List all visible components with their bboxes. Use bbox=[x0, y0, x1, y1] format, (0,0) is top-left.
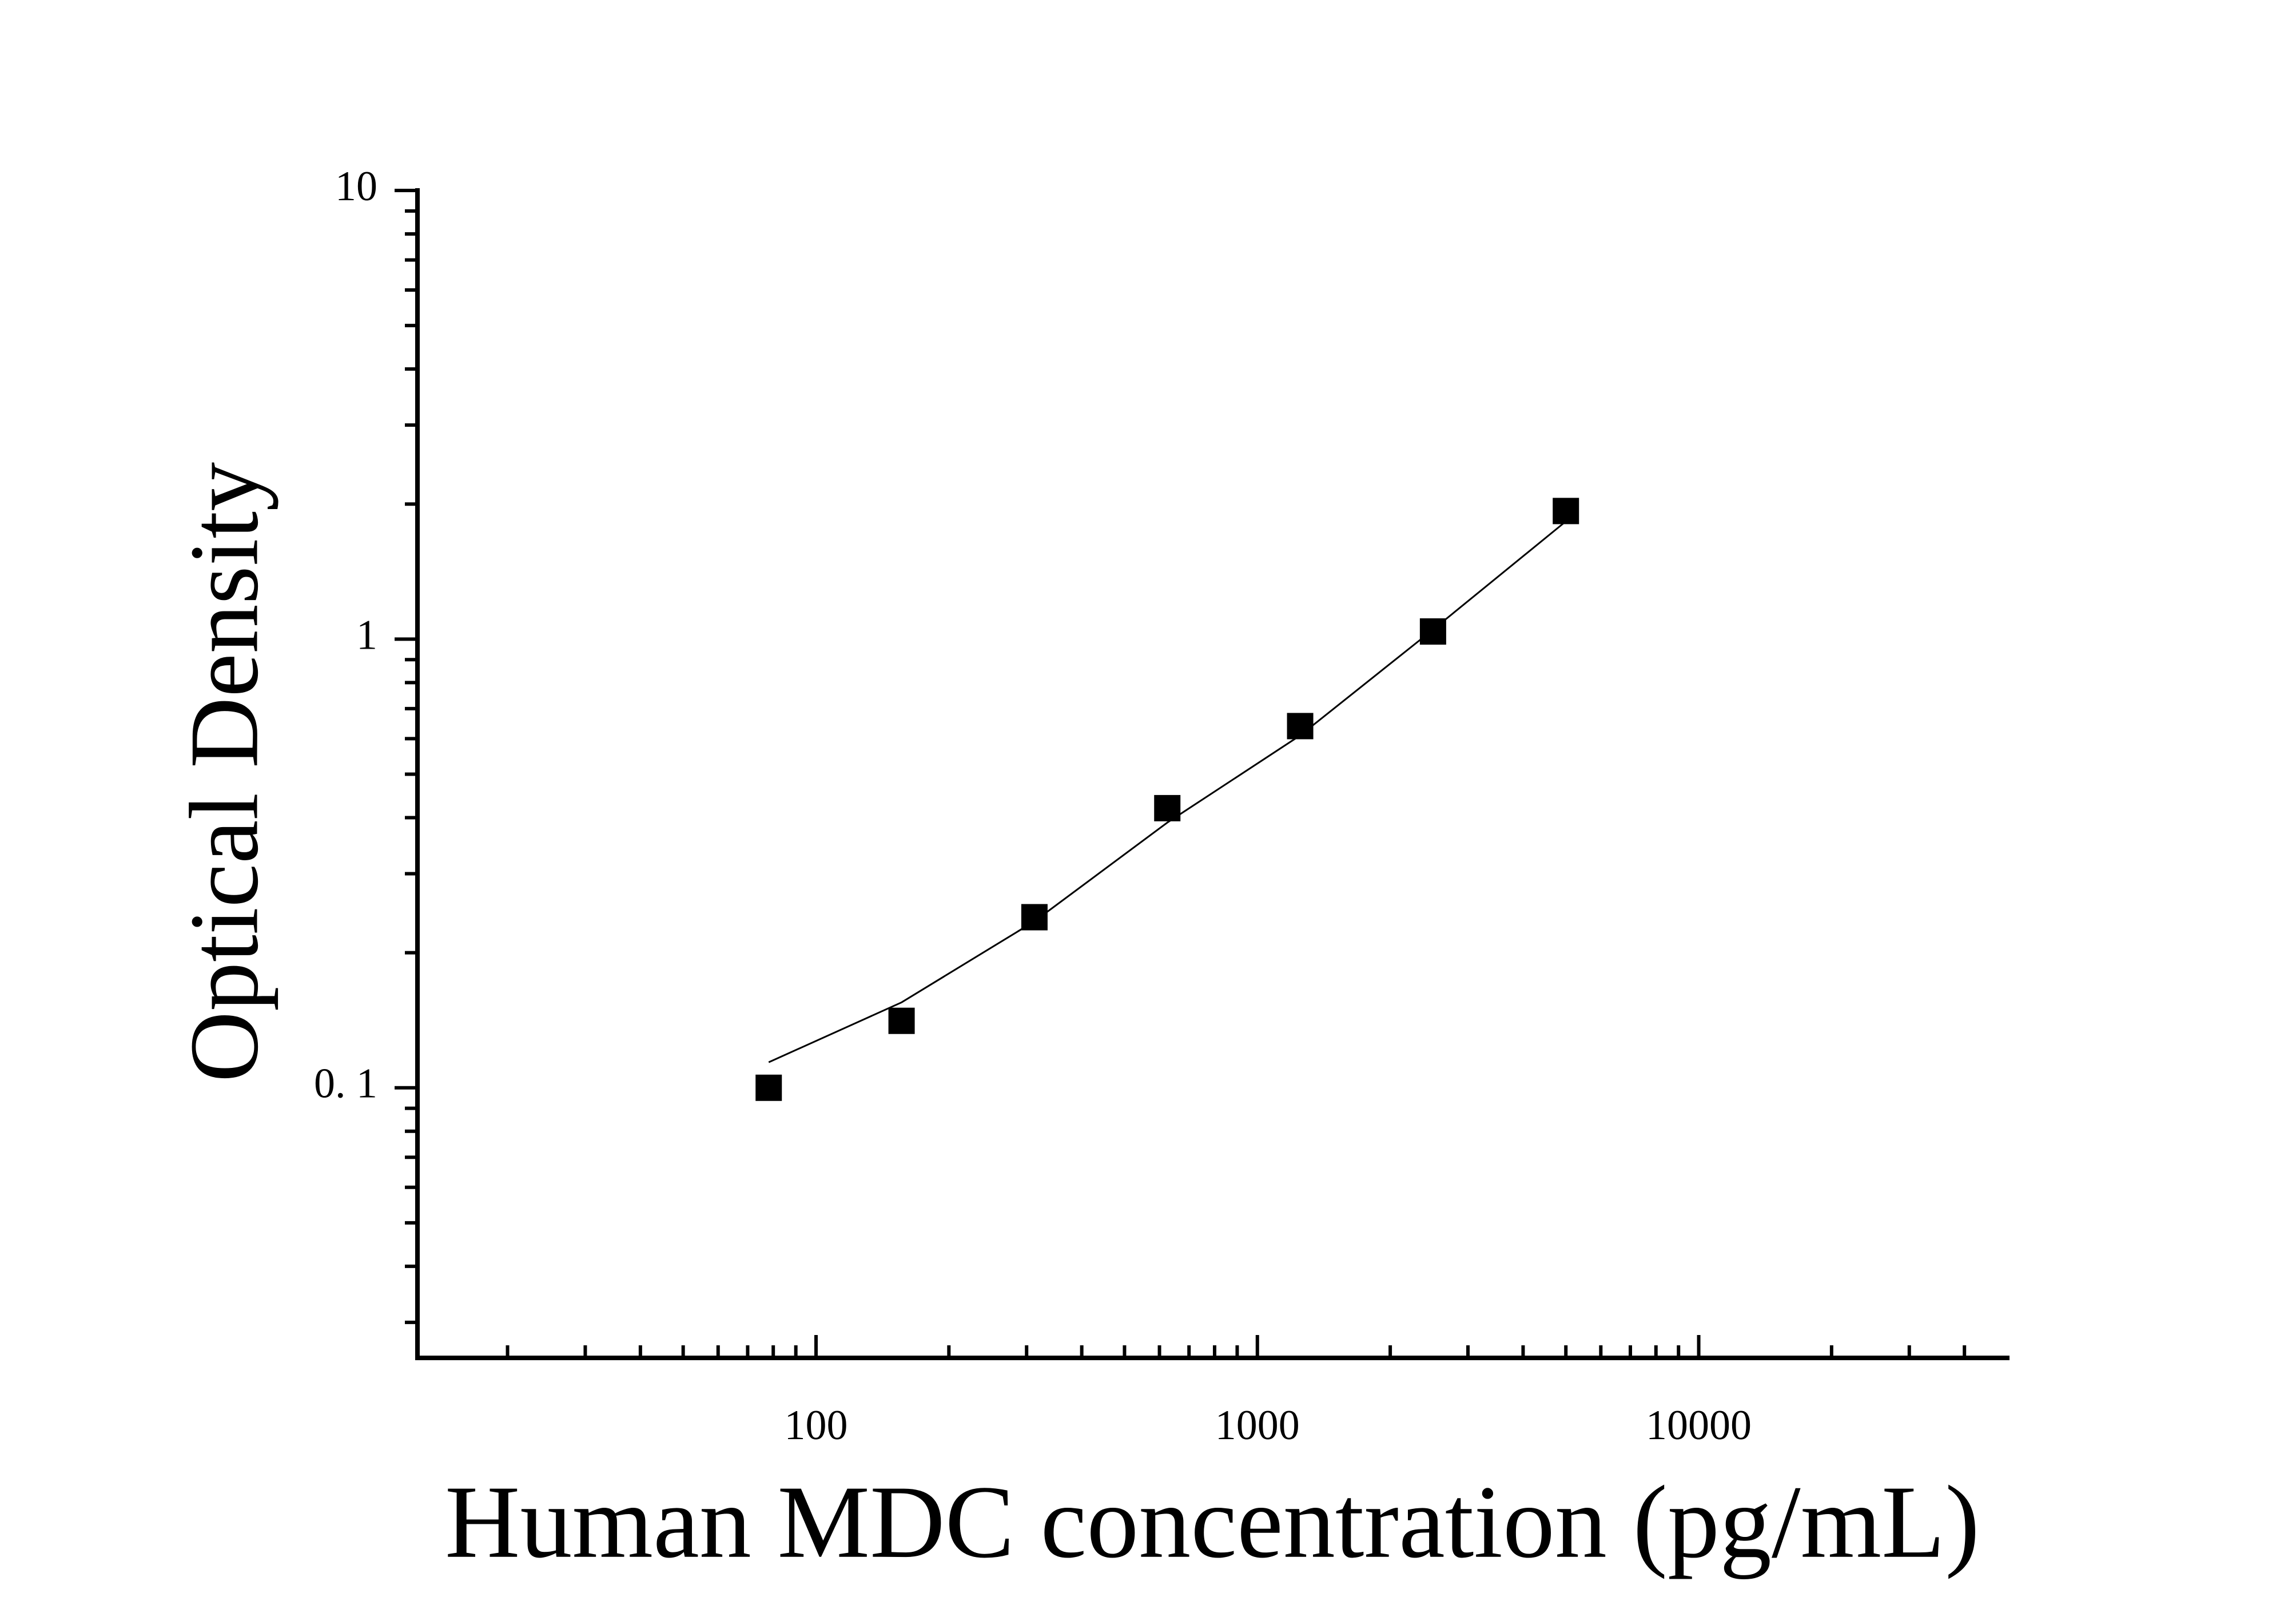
marker bbox=[888, 1007, 915, 1034]
y-tick-label: 0. 1 bbox=[314, 1060, 377, 1107]
x-axis-label: Human MDC concentration (pg/mL) bbox=[445, 1465, 1980, 1580]
marker bbox=[1553, 498, 1579, 525]
fit-curve bbox=[768, 521, 1567, 1063]
y-axis-label: Optical Density bbox=[170, 462, 278, 1082]
marker bbox=[755, 1074, 782, 1101]
y-tick-label: 1 bbox=[356, 611, 377, 658]
x-tick-label: 100 bbox=[784, 1402, 847, 1449]
y-tick-label: 10 bbox=[335, 163, 377, 210]
x-tick-label: 1000 bbox=[1215, 1402, 1300, 1449]
x-tick-label: 10000 bbox=[1646, 1402, 1752, 1449]
